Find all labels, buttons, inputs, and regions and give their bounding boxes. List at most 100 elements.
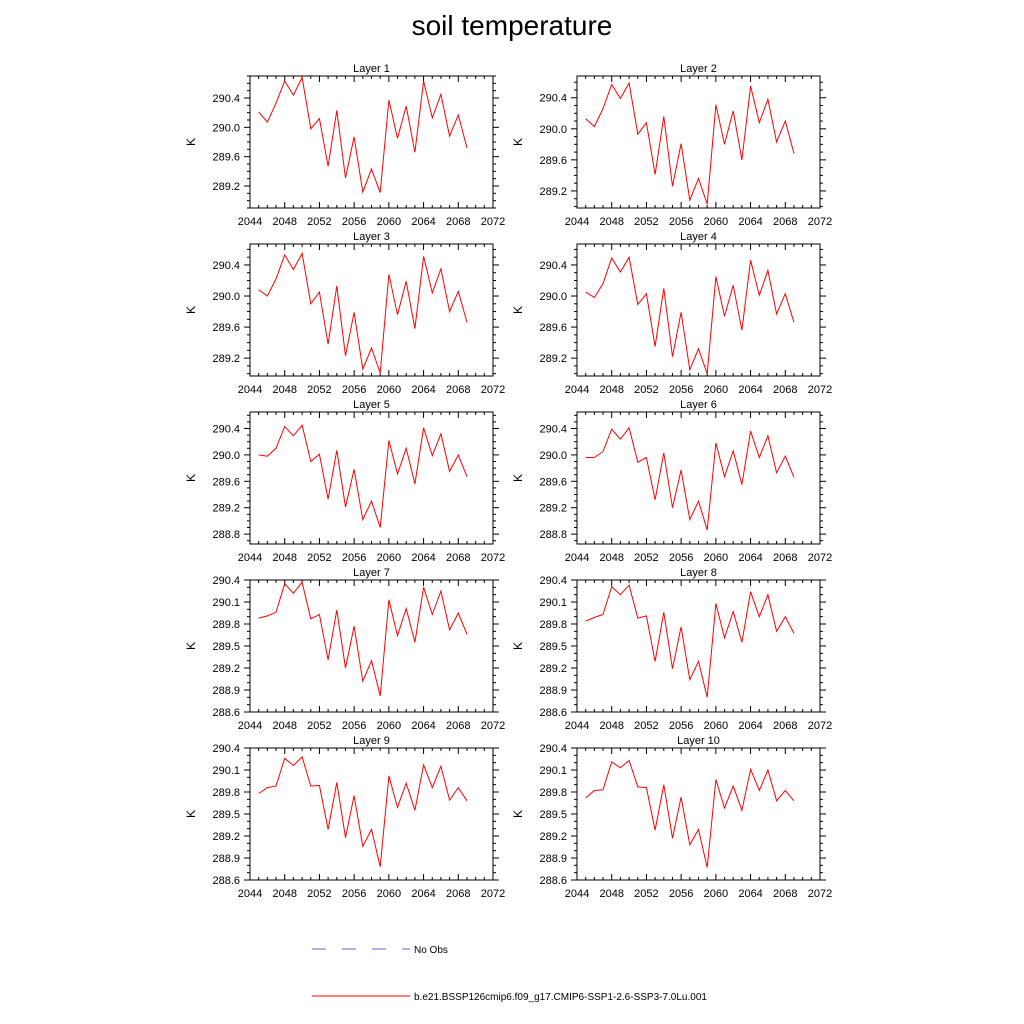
y-tick-label: 288.9 — [539, 853, 567, 865]
x-tick-label: 2064 — [738, 888, 762, 900]
x-tick-label: 2048 — [599, 888, 623, 900]
panel-title: Layer 2 — [680, 63, 717, 75]
x-tick-label: 2048 — [599, 720, 623, 732]
x-tick-label: 2044 — [565, 552, 589, 564]
series-line-layer-3 — [258, 251, 468, 374]
y-tick-label: 289.2 — [212, 181, 240, 193]
series-line-layer-2 — [585, 81, 795, 205]
x-tick-label: 2044 — [565, 720, 589, 732]
legend-obs-label: No Obs — [414, 945, 448, 956]
x-tick-label: 2060 — [377, 720, 401, 732]
panel-title: Layer 4 — [680, 231, 717, 243]
x-tick-label: 2052 — [634, 216, 658, 228]
x-tick-label: 2056 — [342, 384, 366, 396]
x-tick-label: 2060 — [377, 384, 401, 396]
figure-title: soil temperature — [411, 10, 613, 41]
chart-panel-layer-3: Layer 3 K 2044 2048 2052 2056 2060 2064 2068 2072… — [184, 231, 505, 396]
x-tick-label: 2072 — [481, 888, 505, 900]
series-line-layer-4 — [585, 255, 795, 374]
x-tick-label: 2068 — [446, 384, 470, 396]
y-axis-label: K — [184, 810, 198, 818]
chart-panel-layer-10: Layer 10 K 2044 2048 2052 2056 2060 2064 2068 207… — [511, 735, 832, 900]
y-tick-label: 289.6 — [212, 476, 240, 488]
y-tick-label: 289.2 — [539, 353, 567, 365]
series-line-layer-5 — [258, 424, 468, 528]
x-tick-label: 2044 — [238, 216, 262, 228]
panel-title: Layer 9 — [353, 735, 390, 747]
chart-panel-layer-6: Layer 6 K 2044 2048 2052 2056 2060 2064 2068 2072… — [511, 399, 832, 564]
x-tick-label: 2064 — [738, 384, 762, 396]
x-tick-label: 2044 — [238, 384, 262, 396]
x-tick-label: 2060 — [704, 552, 728, 564]
y-tick-label: 289.2 — [539, 831, 567, 843]
series-line-layer-10 — [585, 759, 795, 868]
x-tick-label: 2052 — [634, 888, 658, 900]
x-tick-label: 2052 — [307, 888, 331, 900]
x-tick-label: 2060 — [704, 888, 728, 900]
panel-title: Layer 8 — [680, 567, 717, 579]
x-tick-label: 2056 — [342, 888, 366, 900]
x-tick-label: 2068 — [446, 888, 470, 900]
x-tick-label: 2052 — [307, 216, 331, 228]
x-tick-label: 2048 — [272, 888, 296, 900]
y-axis-label: K — [184, 138, 198, 146]
y-tick-label: 289.8 — [539, 619, 567, 631]
y-axis-label: K — [511, 642, 525, 650]
legend: No Obs b.e21.BSSP126cmip6.f09_g17.CMIP6-… — [312, 945, 707, 1003]
plot-frame — [249, 75, 494, 209]
x-tick-label: 2052 — [307, 720, 331, 732]
x-tick-label: 2068 — [446, 720, 470, 732]
x-tick-label: 2044 — [238, 720, 262, 732]
panel-title: Layer 1 — [353, 63, 390, 75]
chart-panel-layer-9: Layer 9 K 2044 2048 2052 2056 2060 2064 2068 2072… — [184, 735, 505, 900]
series-line-layer-7 — [258, 581, 468, 697]
x-tick-label: 2060 — [704, 216, 728, 228]
y-tick-label: 289.8 — [212, 787, 240, 799]
x-tick-label: 2072 — [808, 216, 832, 228]
y-tick-label: 288.9 — [212, 685, 240, 697]
x-tick-label: 2048 — [272, 384, 296, 396]
x-tick-label: 2056 — [669, 720, 693, 732]
chart-panel-layer-4: Layer 4 K 2044 2048 2052 2056 2060 2064 2068 2072… — [511, 231, 832, 396]
series-line-layer-8 — [585, 584, 795, 698]
x-tick-label: 2060 — [704, 384, 728, 396]
y-tick-label: 289.2 — [539, 663, 567, 675]
plot-frame — [576, 747, 821, 881]
x-tick-label: 2072 — [481, 216, 505, 228]
y-axis-label: K — [511, 138, 525, 146]
x-tick-label: 2064 — [738, 216, 762, 228]
y-tick-label: 290.4 — [539, 93, 567, 105]
y-tick-label: 288.9 — [212, 853, 240, 865]
y-tick-label: 290.0 — [212, 291, 240, 303]
x-tick-label: 2068 — [446, 216, 470, 228]
x-tick-label: 2044 — [565, 216, 589, 228]
y-tick-label: 290.4 — [539, 424, 567, 436]
y-axis-label: K — [511, 306, 525, 314]
y-tick-label: 289.6 — [212, 322, 240, 334]
plot-frame — [249, 411, 494, 545]
plot-frame — [249, 579, 494, 713]
chart-panel-layer-1: Layer 1 K 2044 2048 2052 2056 2060 2064 2068 2072… — [184, 63, 505, 228]
y-tick-label: 289.2 — [212, 831, 240, 843]
x-tick-label: 2048 — [599, 384, 623, 396]
y-tick-label: 290.1 — [539, 765, 567, 777]
plot-frame — [249, 243, 494, 377]
x-tick-label: 2064 — [738, 552, 762, 564]
x-tick-label: 2052 — [307, 384, 331, 396]
x-tick-label: 2060 — [377, 216, 401, 228]
x-tick-label: 2056 — [669, 888, 693, 900]
x-tick-label: 2060 — [377, 552, 401, 564]
y-tick-label: 289.6 — [212, 152, 240, 164]
y-tick-label: 289.5 — [212, 641, 240, 653]
series-line-layer-1 — [258, 75, 468, 194]
y-tick-label: 290.4 — [212, 260, 240, 272]
x-tick-label: 2056 — [669, 384, 693, 396]
y-tick-label: 290.0 — [539, 450, 567, 462]
y-axis-label: K — [511, 810, 525, 818]
plot-frame — [249, 747, 494, 881]
y-tick-label: 290.4 — [539, 260, 567, 272]
x-tick-label: 2068 — [446, 552, 470, 564]
series-line-layer-9 — [258, 755, 468, 867]
x-tick-label: 2072 — [808, 552, 832, 564]
